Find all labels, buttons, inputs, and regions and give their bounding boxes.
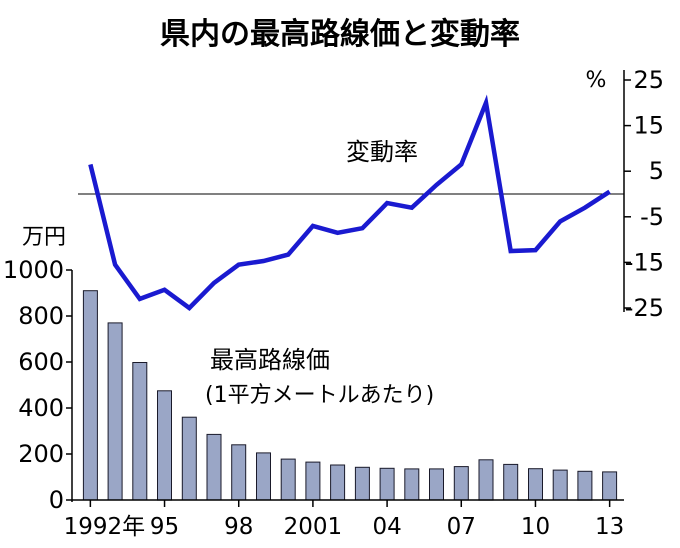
right-axis-tick-label: 5 <box>649 157 664 185</box>
left-axis-tick-label: 400 <box>18 394 64 422</box>
left-axis-tick-label: 800 <box>18 302 64 330</box>
x-axis-tick-label: 04 <box>372 514 401 540</box>
bar-2005 <box>404 468 420 501</box>
bar-2009 <box>503 463 519 501</box>
x-axis-tick-label: 98 <box>224 514 253 540</box>
bar-1993 <box>107 322 123 501</box>
bar-2006 <box>429 468 444 501</box>
bar-2010 <box>528 468 543 501</box>
x-axis-tick-label: 95 <box>150 514 179 540</box>
bar-1998 <box>231 444 247 501</box>
line-series-label: 変動率 <box>346 138 418 166</box>
bar-1995 <box>157 390 172 501</box>
bar-2007 <box>453 466 469 501</box>
right-axis-tick-label: 15 <box>633 112 664 140</box>
bar-1999 <box>256 452 271 501</box>
bar-2000 <box>280 458 296 501</box>
x-axis-tick-label: 13 <box>595 514 624 540</box>
right-axis-tick-label: -15 <box>625 248 664 276</box>
right-axis-tick-label: -25 <box>625 294 664 322</box>
left-axis-unit: 万円 <box>22 225 66 250</box>
left-axis-tick-label: 200 <box>18 440 64 468</box>
bar-1996 <box>181 416 197 501</box>
left-axis-tick-label: 1000 <box>3 256 64 284</box>
bar-series-note: (1平方メートルあたり) <box>205 383 434 408</box>
bar-series-label: 最高路線価 <box>210 346 330 374</box>
left-axis-tick-label: 0 <box>49 486 64 514</box>
bar-2011 <box>552 469 568 501</box>
bar-2013 <box>602 471 618 501</box>
left-axis-tick-label: 600 <box>18 348 64 376</box>
bar-2001 <box>305 461 321 501</box>
right-axis-tick-label: 25 <box>633 66 664 94</box>
bar-2012 <box>577 470 593 501</box>
bar-2004 <box>379 467 395 501</box>
bar-2003 <box>354 466 370 501</box>
right-axis-unit: % <box>586 68 607 93</box>
right-axis-tick-label: -5 <box>640 203 664 231</box>
bar-1997 <box>206 433 222 501</box>
x-axis-tick-label: 07 <box>447 514 476 540</box>
chart-title: 県内の最高路線価と変動率 <box>160 17 520 52</box>
bar-2008 <box>478 459 494 501</box>
x-axis-tick-label: 1992年 <box>64 514 146 540</box>
bar-1992 <box>82 290 98 501</box>
plot-area: 0 200 400 600 800 1000 万円 1992年 95 98 2001 04 07 10 13… <box>3 66 664 540</box>
line-series-change-rate <box>88 94 611 311</box>
bar-2002 <box>330 464 346 501</box>
x-axis-tick-label: 10 <box>521 514 550 540</box>
x-axis-tick-label: 2001 <box>284 514 343 540</box>
bar-1994 <box>132 362 148 501</box>
